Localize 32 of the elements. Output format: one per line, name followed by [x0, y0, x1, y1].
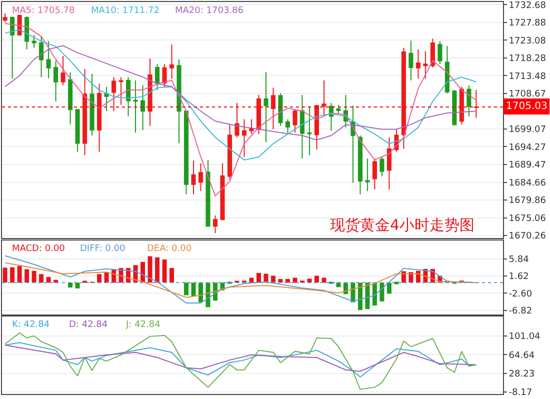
y-tick-label: 1727.88 — [508, 18, 546, 29]
y-tick-label: 1732.68 — [508, 0, 546, 11]
y-tick-label: 1670.26 — [508, 232, 546, 242]
y-tick-label: -8.17 — [508, 388, 532, 398]
y-tick-label: -2.60 — [508, 289, 532, 300]
series-label: K: 42.84 — [12, 320, 50, 330]
y-tick-label: 1675.06 — [508, 214, 546, 224]
y-tick-label: 1708.67 — [508, 90, 546, 100]
series-label: MACD: 0.00 — [12, 244, 66, 254]
text: D: 42.84 — [69, 320, 108, 330]
y-tick-label: 64.64 — [508, 350, 535, 361]
y-tick-label: 1679.86 — [508, 196, 546, 206]
y-tick-label: 1699.07 — [508, 125, 546, 136]
text: 现货黄金4小时走势图 — [330, 216, 475, 234]
series-label: DIFF: 0.00 — [80, 244, 126, 254]
text: MA20: 1703.86 — [175, 6, 244, 16]
y-tick-label: 1718.28 — [508, 54, 546, 64]
y-tick-label: 1694.27 — [508, 142, 546, 153]
y-tick-label: 1723.08 — [508, 36, 546, 46]
y-tick-label: 1684.66 — [508, 178, 546, 188]
ref-line-label: 1705.03 — [506, 101, 548, 112]
series-label: J: 42.84 — [125, 320, 161, 330]
text: DEA: 0.00 — [147, 244, 192, 254]
y-tick-label: 1713.48 — [508, 72, 546, 82]
y-tick-label: 1689.47 — [508, 160, 546, 171]
text: MA10: 1711.72 — [91, 6, 160, 16]
series-label: MA5: 1705.78 — [12, 6, 76, 16]
y-tick-label: 5.84 — [508, 255, 530, 266]
y-tick-label: 101.04 — [508, 332, 541, 342]
y-tick-label: 1.62 — [508, 272, 529, 282]
y-tick-label: 28.23 — [508, 369, 535, 380]
y-tick-label: -6.82 — [508, 306, 532, 317]
